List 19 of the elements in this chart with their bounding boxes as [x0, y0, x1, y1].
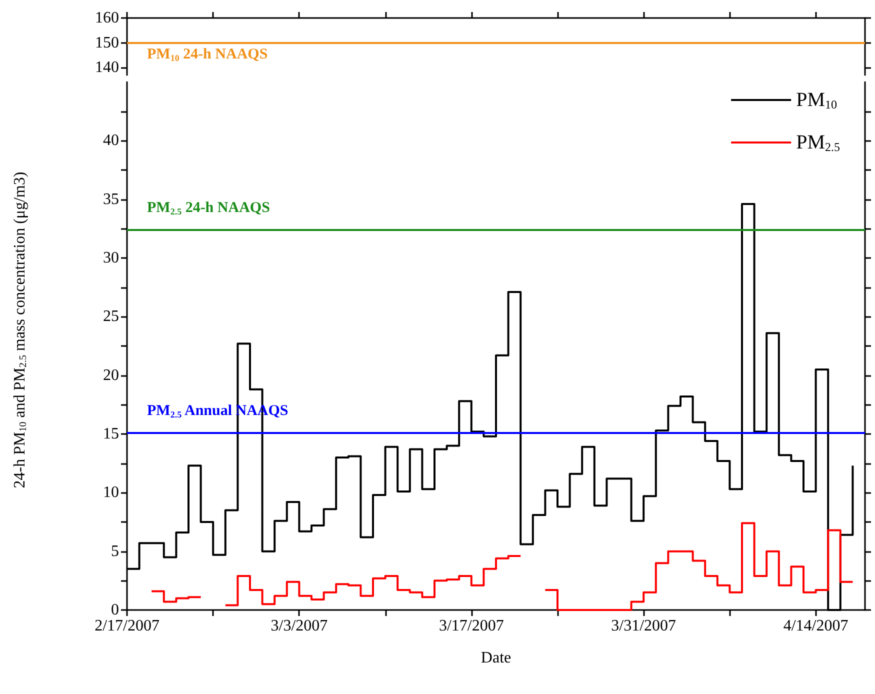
y-tick-label: 20 [103, 366, 119, 384]
x-tick-label: 4/14/2007 [783, 618, 848, 634]
y-tick-label: 0 [111, 602, 119, 618]
x-tick-label: 3/31/2007 [611, 618, 676, 634]
y-tick-label: 30 [103, 250, 119, 266]
y-tick-label: 35 [103, 190, 119, 208]
x-tick-label: 3/17/2007 [438, 618, 504, 634]
y-tick-label: 10 [103, 484, 119, 502]
x-tick-label: 2/17/2007 [94, 618, 160, 634]
y-tick-label: 150 [95, 34, 119, 52]
x-tick-label: 3/3/2007 [270, 618, 328, 634]
y-tick-label: 15 [103, 426, 119, 442]
y-tick-label: 140 [95, 59, 119, 76]
y-tick-label: 25 [103, 308, 119, 326]
y-tick-label: 160 [95, 10, 119, 26]
y-axis-title: 24-h PM10 and PM2.5 mass concentration (μg/m3) [12, 172, 30, 488]
y-tick-label: 40 [103, 132, 119, 150]
y-tick-label: 5 [111, 542, 119, 560]
x-axis-title: Date [480, 650, 512, 666]
